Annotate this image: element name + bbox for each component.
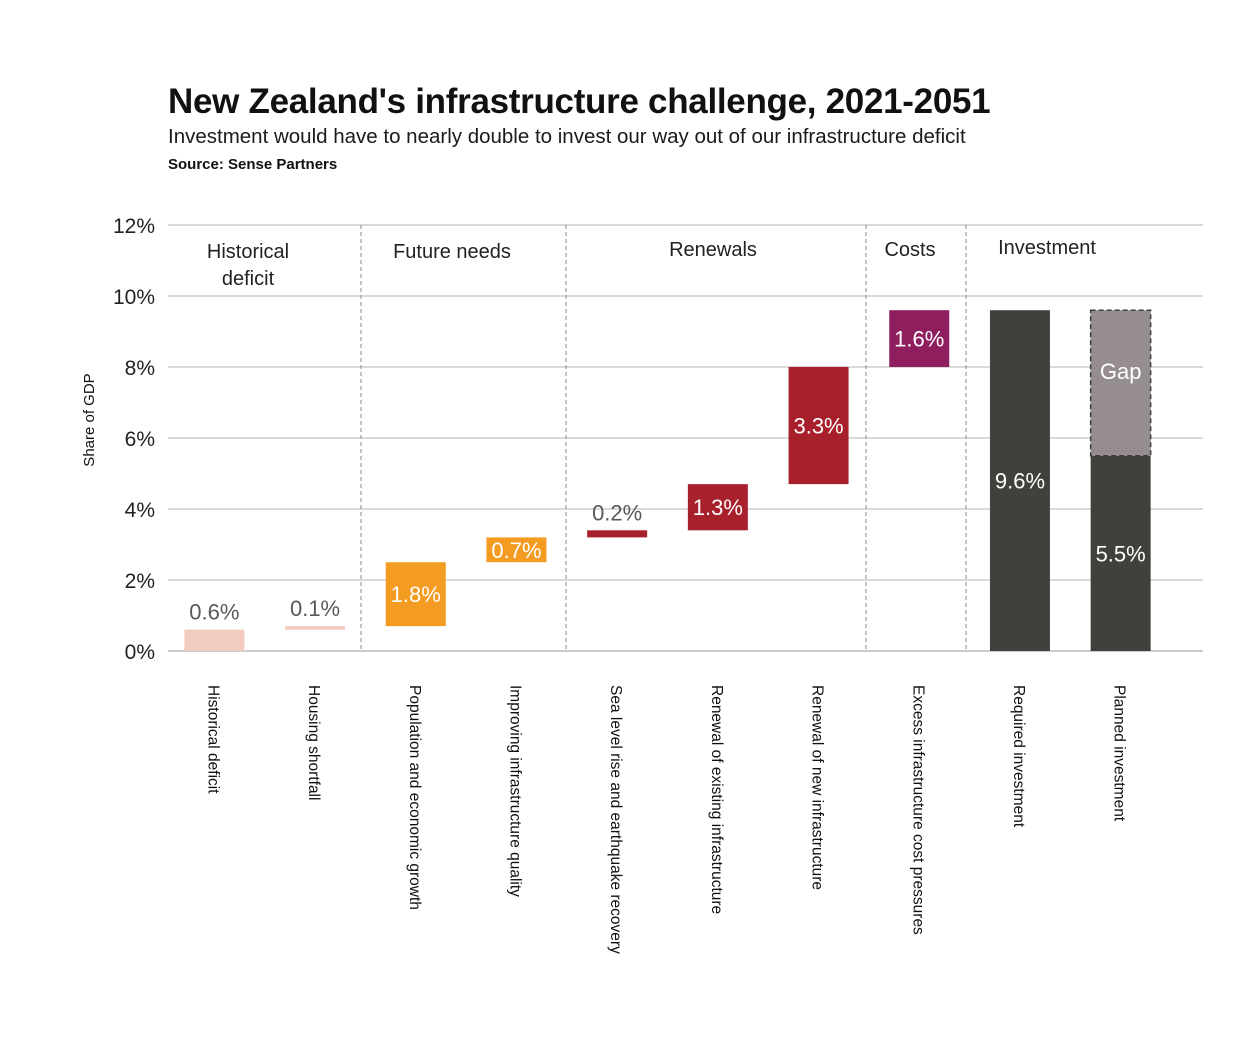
- y-tick-label: 8%: [125, 357, 155, 380]
- x-category-label: Sea level rise and earthquake recovery: [607, 685, 624, 954]
- group-label-line: Future needs: [393, 241, 511, 263]
- bar-value-label: 0.6%: [189, 600, 239, 625]
- bar: [285, 626, 346, 630]
- bar-value-labels: 0.6% 0.1% 1.8% 0.7% 0.2% 1.3% 3.3% 1.6% 9.6% Gap 5…: [189, 327, 1145, 625]
- y-tick-label: 6%: [125, 428, 155, 451]
- group-label-line: Historical: [207, 241, 289, 263]
- x-category-label: Renewal of existing infrastructure: [708, 685, 725, 914]
- chart-title: New Zealand's infrastructure challenge, …: [168, 82, 991, 121]
- gap-bar: [1089, 309, 1152, 457]
- x-category-label: Housing shortfall: [305, 685, 322, 800]
- bar-value-label: 0.7%: [491, 538, 541, 563]
- bar-value-label: 0.2%: [592, 500, 642, 525]
- bar: [486, 537, 547, 563]
- y-tick-label: 0%: [125, 641, 155, 664]
- bar: [687, 484, 748, 531]
- group-label: Investment: [998, 237, 1096, 259]
- bars: [184, 309, 1152, 651]
- chart-source: Source: Sense Partners: [168, 156, 338, 173]
- group-dividers: [360, 225, 967, 651]
- group-label-line: Costs: [884, 239, 935, 261]
- x-category-label: Improving infrastructure quality: [506, 685, 523, 897]
- x-category-label: Required investment: [1010, 685, 1027, 828]
- y-axis-label: Share of GDP: [81, 373, 98, 466]
- x-category-label: Population and economic growth: [406, 685, 423, 910]
- bar: [989, 310, 1050, 651]
- group-label: Renewals: [669, 239, 757, 261]
- y-tick-label: 12%: [113, 215, 155, 238]
- x-category-label: Excess infrastructure cost pressures: [909, 685, 926, 935]
- y-tick-label: 4%: [125, 499, 155, 522]
- bar: [587, 530, 648, 538]
- y-tick-label: 10%: [113, 286, 155, 309]
- bar: [788, 367, 849, 485]
- group-label-line: deficit: [222, 268, 275, 290]
- chart-subtitle: Investment would have to nearly double t…: [168, 125, 966, 148]
- x-category-label: Renewal of new infrastructure: [809, 685, 826, 890]
- bar-value-label: 1.3%: [693, 495, 743, 520]
- bar: [385, 562, 446, 627]
- bar-value-label: 5.5%: [1096, 541, 1146, 566]
- bar: [184, 629, 245, 651]
- group-labels: Historical deficit Future needs Renewals Cos…: [207, 237, 1096, 290]
- bar: [889, 310, 950, 367]
- bar-value-label: 1.8%: [391, 582, 441, 607]
- group-label: Costs: [884, 239, 935, 261]
- x-category-label: Planned investment: [1111, 685, 1128, 822]
- group-label-line: Renewals: [669, 239, 757, 261]
- group-label: Historical deficit: [207, 241, 289, 290]
- bar-value-label: 0.1%: [290, 596, 340, 621]
- y-tick-label: 2%: [125, 570, 155, 593]
- group-label-line: Investment: [998, 237, 1096, 259]
- bar: [1090, 455, 1151, 651]
- bar-value-label: 3.3%: [793, 414, 843, 439]
- x-axis-category-labels: Historical deficit Housing shortfall Popul…: [204, 685, 1127, 954]
- y-axis-ticks: 0% 2% 4% 6% 8% 10% 12%: [113, 215, 155, 664]
- bar-value-label: 1.6%: [894, 327, 944, 352]
- x-category-label: Historical deficit: [204, 685, 221, 794]
- bar-value-label: 9.6%: [995, 469, 1045, 494]
- group-label: Future needs: [393, 241, 511, 263]
- gap-label: Gap: [1100, 359, 1142, 384]
